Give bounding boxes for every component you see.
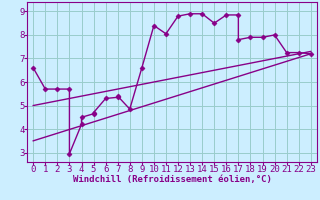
X-axis label: Windchill (Refroidissement éolien,°C): Windchill (Refroidissement éolien,°C) — [73, 175, 271, 184]
